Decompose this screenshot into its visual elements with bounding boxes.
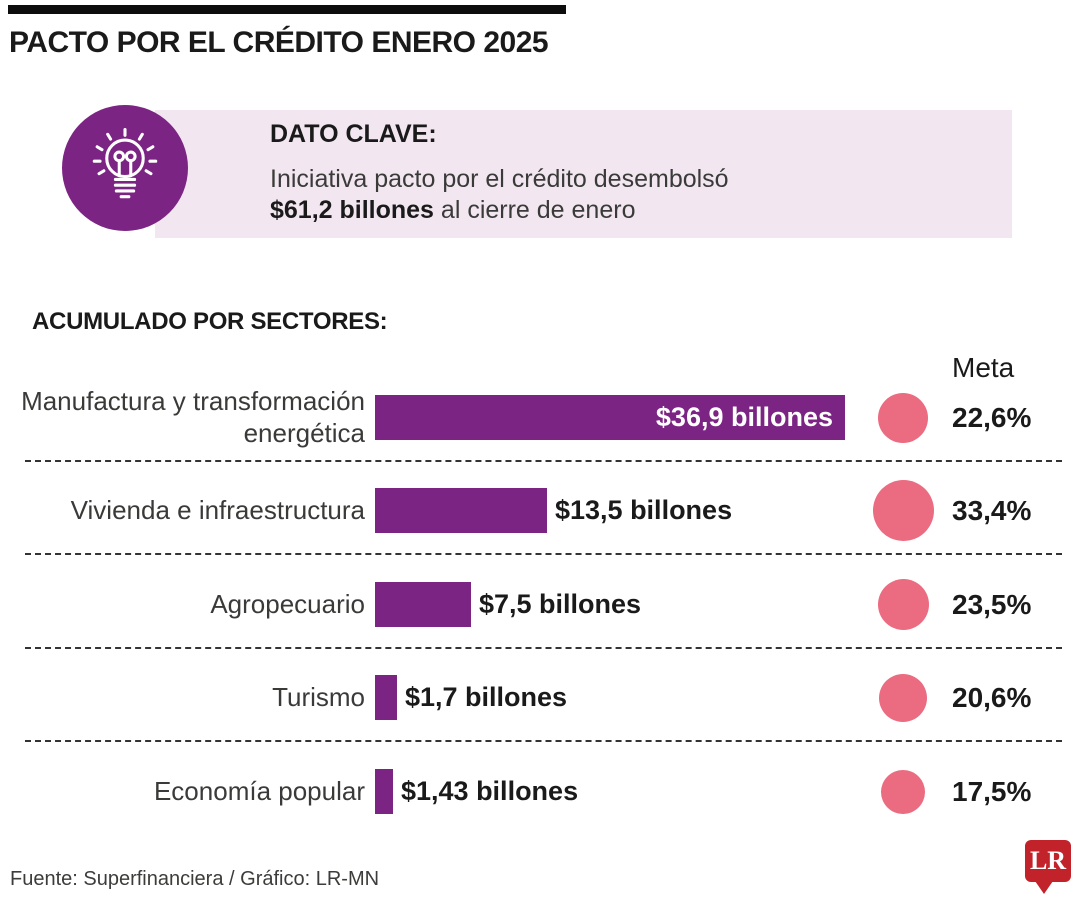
- key-fact-line2-rest: al cierre de enero: [433, 196, 636, 224]
- meta-percent: 20,6%: [952, 681, 1032, 713]
- lr-logo-bubble: LR: [1025, 840, 1071, 882]
- lightbulb-badge: [62, 105, 188, 231]
- sector-label: Vivienda e infraestructura: [70, 494, 365, 525]
- sector-value: $36,9 billones: [655, 402, 833, 432]
- lightbulb-icon: [77, 118, 173, 219]
- sector-bar: [375, 769, 393, 814]
- meta-circle: [877, 579, 929, 630]
- meta-percent: 23,5%: [952, 588, 1032, 620]
- lr-logo: LR: [1025, 840, 1071, 894]
- meta-circle: [879, 673, 927, 722]
- sector-value: $1,43 billones: [401, 776, 579, 806]
- key-fact-heading: DATO CLAVE:: [270, 120, 437, 148]
- meta-circle: [878, 392, 928, 443]
- row-divider: [25, 647, 1062, 649]
- key-fact-box: [155, 110, 1012, 238]
- chart-row: Agropecuario $7,5 billones 23,5%: [0, 558, 1080, 651]
- row-divider: [25, 740, 1062, 742]
- chart-row: Economía popular $1,43 billones 17,5%: [0, 745, 1080, 838]
- chart-row: Manufactura y transformación energética …: [0, 371, 1080, 464]
- sector-value: $7,5 billones: [479, 589, 642, 619]
- sector-label: Economía popular: [153, 775, 365, 806]
- title-accent-bar: [8, 5, 566, 14]
- meta-percent: 22,6%: [952, 401, 1032, 433]
- sector-bar: [375, 582, 471, 627]
- sector-bar: [375, 395, 845, 440]
- lr-logo-tail: [1035, 881, 1053, 894]
- chart-row: Turismo $1,7 billones 20,6%: [0, 651, 1080, 744]
- source-credit: Fuente: Superfinanciera / Gráfico: LR-MN: [10, 868, 380, 890]
- row-divider: [25, 553, 1062, 555]
- sector-label: Agropecuario: [210, 588, 365, 619]
- sector-value: $1,7 billones: [405, 682, 568, 712]
- sector-value: $13,5 billones: [555, 495, 733, 525]
- meta-percent: 33,4%: [952, 494, 1032, 526]
- row-divider: [25, 460, 1062, 462]
- sector-bar: [375, 488, 547, 533]
- meta-circle: [881, 769, 925, 814]
- page-title: PACTO POR EL CRÉDITO ENERO 2025: [9, 26, 549, 59]
- key-fact-line1: Iniciativa pacto por el crédito desembol…: [270, 165, 729, 193]
- meta-circle: [872, 480, 934, 541]
- key-fact-line2: $61,2 billones al cierre de enero: [270, 196, 635, 225]
- section-heading: ACUMULADO POR SECTORES:: [32, 308, 388, 335]
- meta-percent: 17,5%: [952, 775, 1032, 807]
- meta-column-header: Meta: [952, 352, 1015, 383]
- sector-label: Turismo: [272, 681, 365, 712]
- sector-bar: [375, 675, 397, 720]
- chart-row: Vivienda e infraestructura $13,5 billone…: [0, 464, 1080, 557]
- key-fact-highlight: $61,2 billones: [270, 196, 434, 224]
- sector-label: Manufactura y transformación energética: [21, 385, 365, 448]
